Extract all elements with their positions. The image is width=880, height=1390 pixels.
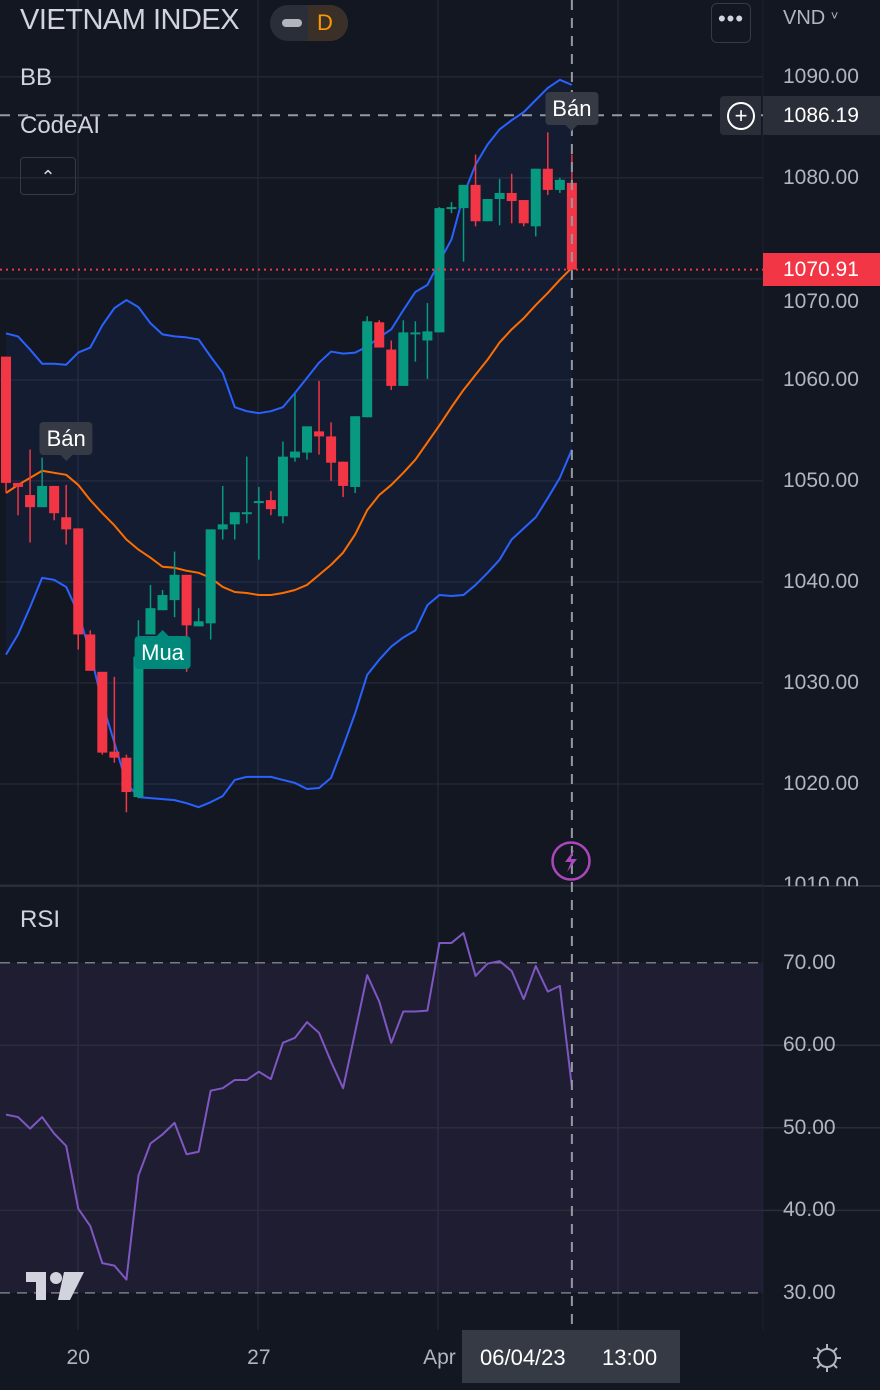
candle-body xyxy=(121,757,132,793)
lightning-alert-icon[interactable] xyxy=(550,840,592,882)
crosshair-price-label: 1086.19 xyxy=(763,96,880,135)
candle-body xyxy=(289,451,300,458)
collapse-indicators-button[interactable]: ⌃ xyxy=(20,157,76,195)
candle-body xyxy=(530,168,541,227)
crosshair-date-label: 06/04/23 13:00 xyxy=(462,1330,680,1383)
candle-body xyxy=(314,431,325,437)
currency-selector[interactable]: VND ˅ xyxy=(783,7,838,30)
candle-body xyxy=(566,182,577,270)
candle-body xyxy=(554,179,565,190)
candle-body xyxy=(85,634,96,671)
add-alert-button[interactable]: + xyxy=(720,96,761,135)
candle-body xyxy=(482,199,493,222)
candle-body xyxy=(169,574,180,601)
price-tick: 1050.00 xyxy=(783,468,859,492)
candle-body xyxy=(302,426,312,453)
candle-body xyxy=(518,200,529,224)
price-tick: 1010.00 xyxy=(783,872,859,896)
candle-body xyxy=(49,485,60,514)
settings-icon[interactable] xyxy=(812,1343,842,1373)
candle-body xyxy=(109,751,120,758)
candle-body xyxy=(73,528,84,635)
chevron-down-icon: ˅ xyxy=(830,8,839,23)
price-tick: 1060.00 xyxy=(783,367,859,391)
rsi-line xyxy=(5,932,573,1281)
candle-body xyxy=(350,416,361,487)
crosshair-date: 06/04/23 xyxy=(480,1345,566,1370)
crosshair-time: 13:00 xyxy=(602,1345,658,1370)
candle-body xyxy=(241,512,252,515)
candle-body xyxy=(37,485,48,508)
price-tick: 1080.00 xyxy=(783,165,859,189)
signal-marker[interactable]: Mua xyxy=(134,630,191,670)
candle-body xyxy=(205,529,216,624)
last-price-label: 1070.91 xyxy=(763,253,880,286)
candle-body xyxy=(97,671,108,753)
candle-body xyxy=(422,331,433,341)
interval-badge: D xyxy=(308,5,348,41)
rsi-tick: 60.00 xyxy=(783,1033,836,1057)
candle-body xyxy=(338,461,349,486)
interval-toggle[interactable]: D xyxy=(270,5,348,41)
candle-body xyxy=(386,349,397,386)
more-horizontal-icon: ••• xyxy=(717,6,745,31)
price-tick: 1030.00 xyxy=(783,670,859,694)
rsi-tick: 30.00 xyxy=(783,1280,836,1304)
candle-body xyxy=(470,184,481,222)
candle-body xyxy=(506,192,517,202)
signal-marker[interactable]: Bán xyxy=(545,91,599,131)
rsi-tick: 40.00 xyxy=(783,1198,836,1222)
candle-body xyxy=(181,574,192,626)
price-tick: 1070.00 xyxy=(783,290,859,313)
time-tick: 27 xyxy=(247,1346,271,1369)
currency-label: VND xyxy=(783,7,826,29)
candle-body xyxy=(410,332,421,335)
candle-body xyxy=(277,456,288,517)
candle-body xyxy=(133,656,144,798)
tradingview-logo[interactable] xyxy=(24,1270,86,1302)
plus-circle-icon: + xyxy=(727,102,755,130)
bb-basis-line xyxy=(5,267,573,597)
bb-upper-line xyxy=(5,78,573,415)
candle-body xyxy=(253,501,264,504)
time-tick: 20 xyxy=(66,1346,90,1369)
more-button[interactable]: ••• xyxy=(711,3,751,43)
candle-body xyxy=(157,595,168,611)
candle-body xyxy=(398,332,409,386)
candle-body xyxy=(229,512,240,525)
time-tick: Apr xyxy=(423,1346,456,1369)
candle-body xyxy=(13,482,24,487)
candle-body xyxy=(446,207,457,210)
candle-body xyxy=(458,184,469,209)
minus-icon xyxy=(282,19,302,27)
candle-body xyxy=(145,608,156,635)
price-tick: 1040.00 xyxy=(783,569,859,593)
rsi-tick: 50.00 xyxy=(783,1115,836,1139)
indicator-bb-label[interactable]: BB xyxy=(20,64,53,91)
indicator-rsi-label[interactable]: RSI xyxy=(20,906,61,933)
candle-body xyxy=(61,517,72,530)
candle-body xyxy=(217,524,228,530)
candle-body xyxy=(1,356,11,483)
signal-marker[interactable]: Bán xyxy=(39,421,93,461)
candle-body xyxy=(374,322,385,348)
price-tick: 1090.00 xyxy=(783,64,859,88)
candle-body xyxy=(362,321,373,418)
price-tick: 1020.00 xyxy=(783,771,859,795)
chevron-up-icon: ⌃ xyxy=(40,167,56,187)
candle-body xyxy=(25,495,36,508)
indicator-codeai-label[interactable]: CodeAI xyxy=(20,112,101,139)
candle-body xyxy=(542,168,553,190)
candle-body xyxy=(193,621,204,627)
candle-body xyxy=(265,500,276,510)
rsi-tick: 70.00 xyxy=(783,950,836,974)
candle-body xyxy=(494,192,505,200)
candle-body xyxy=(326,436,337,463)
symbol-title[interactable]: VIETNAM INDEX xyxy=(20,4,240,36)
